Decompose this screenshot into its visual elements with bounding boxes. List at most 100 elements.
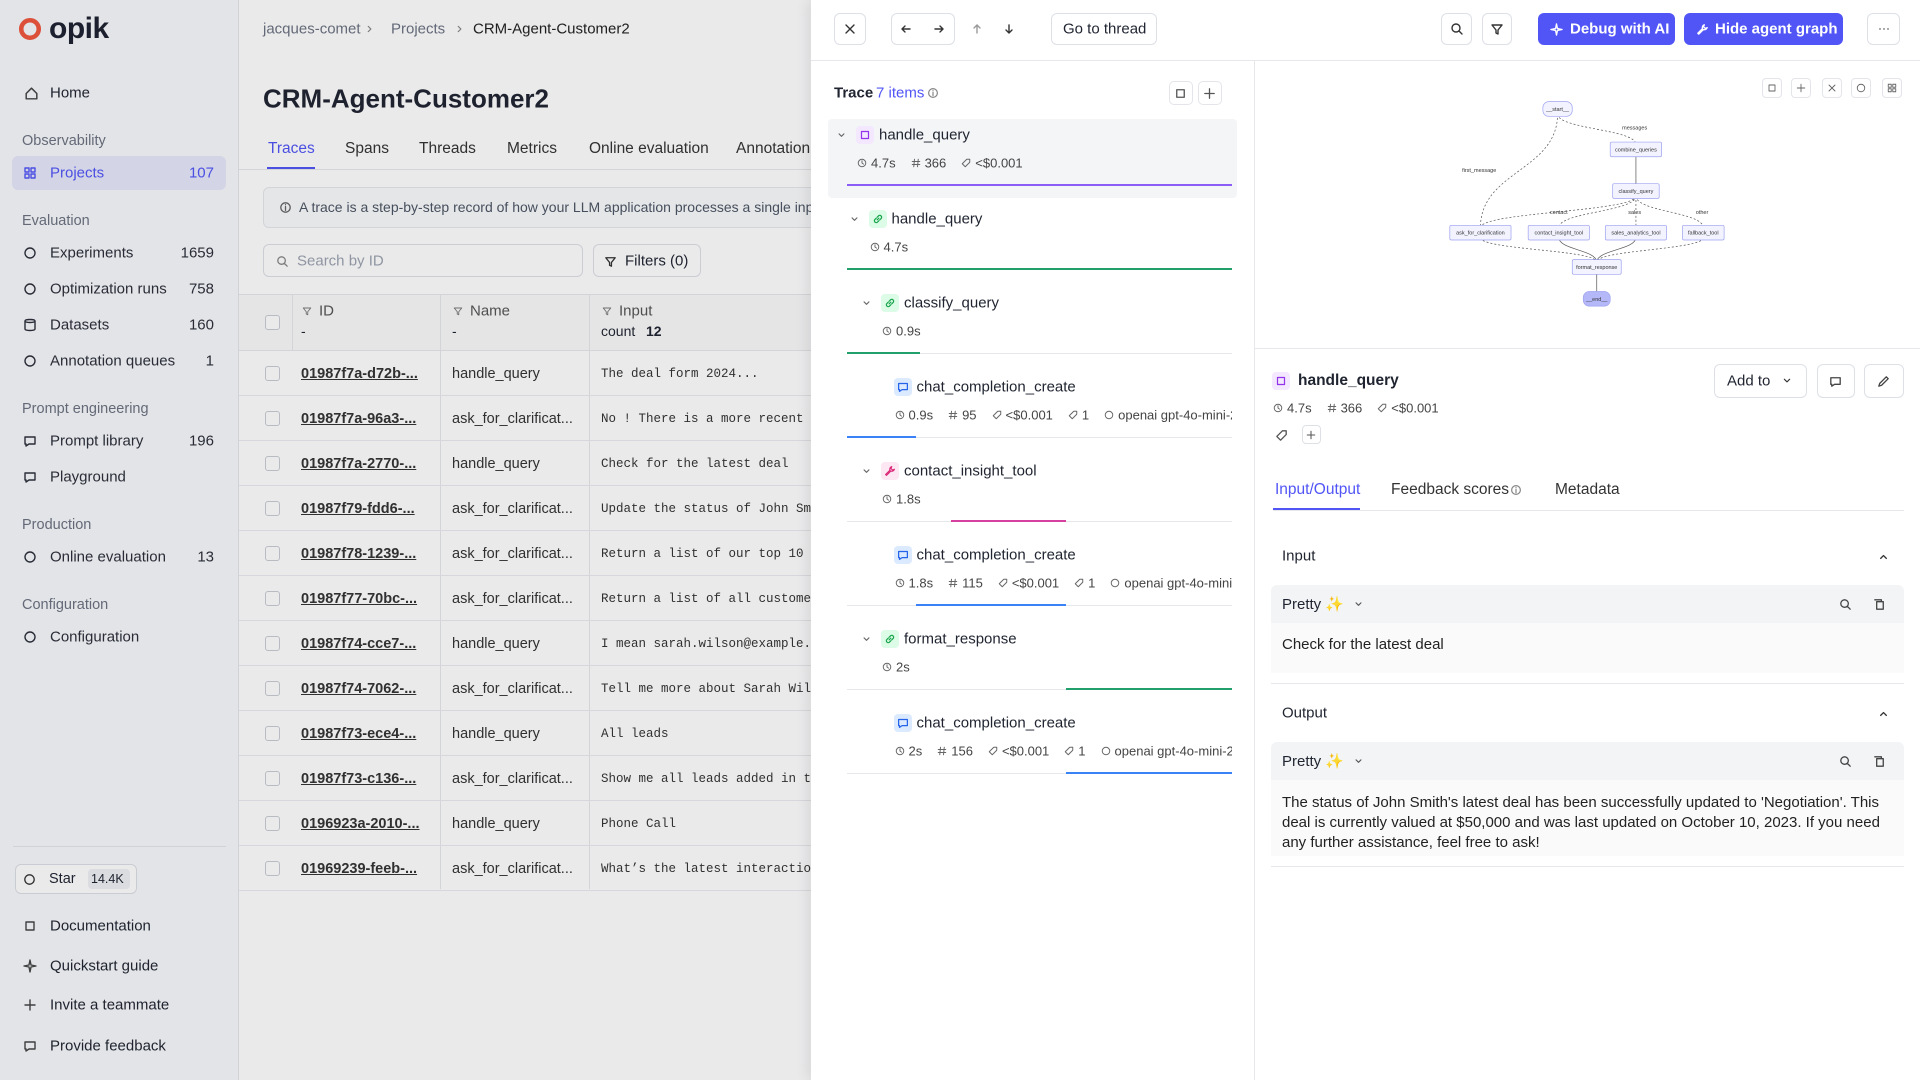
graph-control[interactable] [1791, 78, 1811, 98]
format-mode[interactable]: Pretty ✨ [1282, 753, 1345, 770]
row-id[interactable]: 01987f73-c136-... [301, 770, 417, 787]
row-id[interactable]: 01987f74-cce7-... [301, 635, 417, 652]
section-chevron-path [1880, 554, 1887, 559]
table-row[interactable] [239, 576, 811, 621]
tab[interactable]: Online evaluation [589, 140, 709, 157]
edit-button[interactable] [1864, 364, 1904, 398]
row-name: ask_for_clarificat... [452, 545, 573, 562]
table-row[interactable] [239, 756, 811, 801]
meta-cost: <$0.001 [975, 155, 1023, 171]
nav-icon-path [24, 551, 36, 563]
row-checkbox[interactable] [265, 861, 280, 876]
filter-icon [605, 256, 616, 267]
nav-item[interactable]: Datasets [50, 316, 110, 334]
add-to-button[interactable] [1714, 364, 1807, 398]
row-id[interactable]: 01987f78-1239-... [301, 545, 417, 562]
go-to-thread-button[interactable] [1051, 13, 1157, 45]
table-row[interactable] [239, 396, 811, 441]
table-row[interactable] [239, 441, 811, 486]
filters-button[interactable] [593, 244, 701, 277]
hide-graph-button[interactable] [1684, 13, 1843, 45]
row-checkbox[interactable] [265, 501, 280, 516]
sidebar-link[interactable]: Provide feedback [50, 1037, 166, 1055]
breadcrumb[interactable]: jacques-comet [263, 20, 361, 38]
detail-tab[interactable]: Feedback scores [1391, 481, 1510, 498]
graph-control[interactable] [1762, 78, 1782, 98]
row-checkbox[interactable] [265, 456, 280, 471]
breadcrumb[interactable]: Projects [391, 20, 446, 38]
table-row[interactable] [239, 846, 811, 891]
row-id[interactable]: 01987f7a-d72b-... [301, 365, 418, 382]
sidebar-link[interactable]: Documentation [50, 917, 151, 935]
row-checkbox[interactable] [265, 411, 280, 426]
search-button-icon [1450, 23, 1463, 35]
nav-count: 1 [205, 352, 214, 370]
nav-item[interactable]: Projects [50, 164, 105, 182]
table-row[interactable] [239, 621, 811, 666]
add-tag-button[interactable] [1302, 425, 1321, 444]
graph-control[interactable] [1851, 78, 1871, 98]
nav-item[interactable]: Annotation queues [50, 352, 176, 370]
search-box[interactable] [263, 244, 583, 277]
tab[interactable]: Annotation [736, 140, 811, 157]
row-checkbox[interactable] [265, 366, 280, 381]
row-checkbox[interactable] [265, 771, 280, 786]
close-button[interactable] [834, 13, 866, 45]
table-row[interactable] [239, 801, 811, 846]
format-mode[interactable]: Pretty ✨ [1282, 596, 1345, 613]
nav-item[interactable]: Optimization runs [50, 280, 167, 298]
agent-graph: __start__ combine_queries classify_queryas… [1449, 101, 1725, 307]
link-icon-path [24, 1041, 36, 1052]
filter-button[interactable] [1482, 13, 1512, 45]
tab[interactable]: Metrics [507, 140, 557, 157]
table-row[interactable] [239, 711, 811, 756]
nav-item[interactable]: Prompt library [50, 432, 144, 450]
table-row[interactable] [239, 486, 811, 531]
row-id[interactable]: 01969239-feeb-... [301, 860, 418, 877]
row-id[interactable]: 01987f73-ece4-... [301, 725, 417, 742]
row-id[interactable]: 01987f74-7062-... [301, 680, 417, 697]
row-checkbox[interactable] [265, 591, 280, 606]
graph-edge [1596, 237, 1637, 263]
nav-item[interactable]: Experiments [50, 244, 134, 262]
nav-item[interactable]: Home [50, 84, 91, 102]
row-checkbox[interactable] [265, 681, 280, 696]
row-id[interactable]: 01987f77-70bc-... [301, 590, 418, 607]
detail-tab[interactable]: Input/Output [1275, 481, 1361, 498]
table-row[interactable] [239, 351, 811, 396]
row-name: ask_for_clarificat... [452, 500, 573, 517]
table-row[interactable] [239, 666, 811, 711]
row-checkbox[interactable] [265, 546, 280, 561]
tab[interactable]: Spans [345, 140, 389, 157]
detail-tab[interactable]: Metadata [1555, 481, 1620, 498]
span-icon-glyph [873, 214, 882, 224]
feedback-info [1511, 485, 1521, 495]
row-id[interactable]: 0196923a-2010-... [301, 815, 420, 832]
more-button[interactable] [1867, 13, 1900, 45]
row-id[interactable]: 01987f79-fdd6-... [301, 500, 415, 517]
meta-icon [1101, 746, 1110, 756]
focus-button[interactable] [1169, 81, 1193, 105]
table-row[interactable] [239, 531, 811, 576]
span-icon-glyph-path [873, 214, 882, 224]
tab[interactable]: Threads [419, 140, 476, 157]
graph-control[interactable] [1882, 78, 1902, 98]
graph-control[interactable] [1822, 78, 1842, 98]
sidebar-link[interactable]: Quickstart guide [50, 957, 159, 975]
sidebar-link[interactable]: Invite a teammate [50, 996, 170, 1014]
nav-item[interactable]: Online evaluation [50, 548, 166, 566]
comment-button[interactable] [1817, 364, 1855, 398]
row-id[interactable]: 01987f7a-96a3-... [301, 410, 417, 427]
nav-item[interactable]: Configuration [50, 628, 140, 646]
row-checkbox[interactable] [265, 726, 280, 741]
expand-button[interactable] [1198, 81, 1222, 105]
search-button[interactable] [1441, 13, 1472, 45]
info-icon-path [280, 201, 291, 213]
row-id[interactable]: 01987f7a-2770-... [301, 455, 417, 472]
row-checkbox[interactable] [265, 816, 280, 831]
nav-item[interactable]: Playground [50, 468, 126, 486]
row-checkbox[interactable] [265, 636, 280, 651]
header-checkbox[interactable] [265, 315, 280, 330]
tab[interactable]: Traces [268, 140, 315, 157]
format-copy [1874, 598, 1884, 610]
